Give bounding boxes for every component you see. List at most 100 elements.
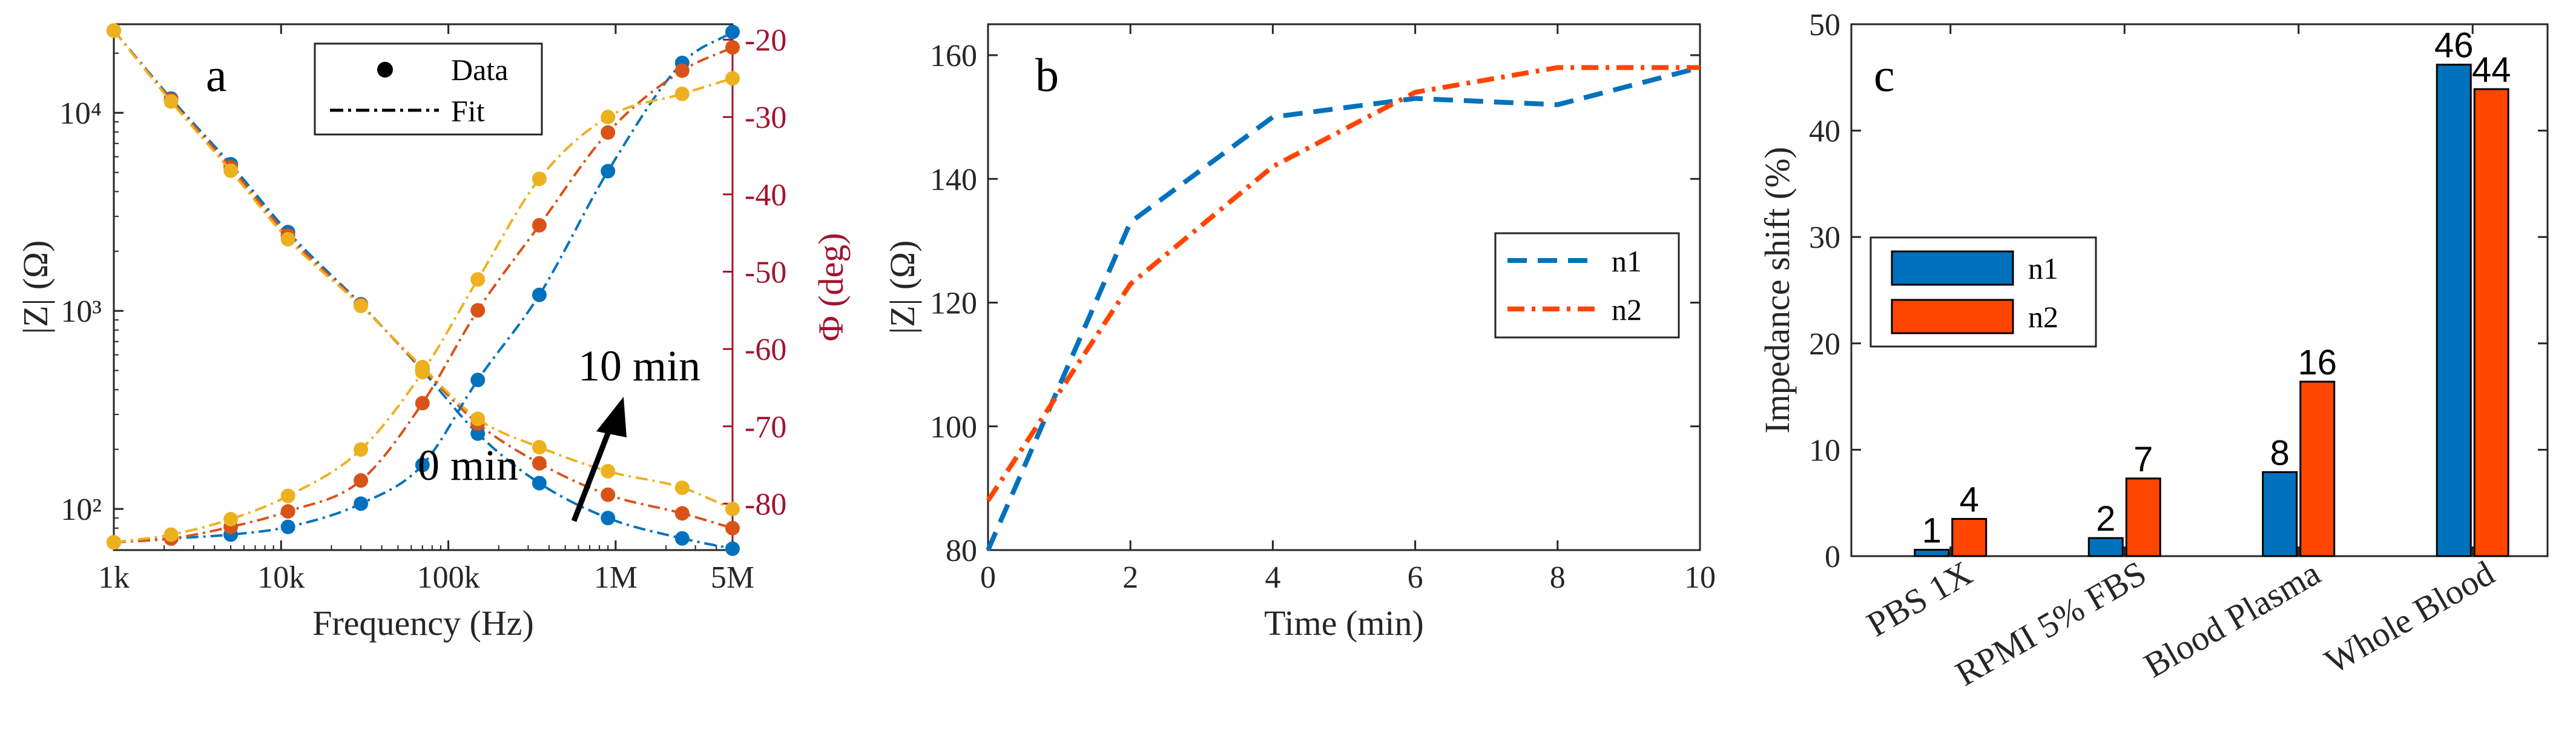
data-point — [532, 440, 547, 455]
data-point — [470, 303, 486, 318]
y-tick-label: 30 — [1809, 221, 1840, 255]
data-point — [601, 164, 616, 179]
bar-n1 — [2436, 64, 2472, 557]
data-point — [532, 287, 547, 302]
data-point — [725, 541, 740, 556]
bar-n2 — [2125, 477, 2161, 557]
fit-line — [113, 30, 733, 510]
data-point — [532, 217, 547, 233]
data-point — [725, 24, 740, 39]
y-tick-label: 0 — [1825, 540, 1840, 574]
data-point — [107, 535, 121, 550]
x-tick-label: 100k — [417, 560, 480, 595]
data-point — [354, 442, 369, 457]
series-line-n1 — [986, 65, 1701, 551]
data-point — [163, 94, 179, 109]
y2-axis-label: Φ (deg) — [811, 233, 851, 341]
data-point — [280, 504, 295, 519]
data-point — [674, 86, 690, 101]
y-tick-label: 10 — [1809, 433, 1840, 468]
x-axis-label: Time (min) — [1264, 603, 1424, 643]
data-point — [470, 426, 486, 441]
bar-value-label: 16 — [2298, 343, 2337, 382]
panel-b: 0 2 4 6 8 10 80 100 120 140 160 Time (min) |Z| (Ω) b n… — [883, 23, 1716, 643]
x-tick-label: 0 — [980, 560, 996, 595]
y-tick-label: 50 — [1809, 8, 1840, 42]
y2-tick-label: -80 — [745, 487, 786, 522]
annotation-10min: 10 min — [578, 342, 700, 390]
data-point — [354, 496, 369, 511]
data-point — [725, 502, 740, 517]
category-label: Whole Blood — [2318, 553, 2501, 682]
data-point — [415, 457, 430, 473]
data-point — [532, 476, 547, 491]
data-point — [601, 463, 616, 479]
bar-value-label: 2 — [2096, 499, 2115, 539]
category-label: RPMI 5% FBS — [1949, 553, 2153, 694]
panel-letter-c: c — [1874, 48, 1895, 101]
bar-value-label: 8 — [2270, 433, 2290, 473]
panel-letter-b: b — [1035, 48, 1059, 101]
y2-tick-label: -40 — [745, 178, 786, 213]
legend: Data Fit — [314, 42, 543, 136]
data-point — [674, 506, 690, 521]
y-tick-label: 140 — [930, 162, 977, 197]
data-point — [280, 231, 295, 247]
data-point — [280, 519, 295, 534]
legend-box — [1494, 232, 1680, 339]
y-tick-label: 10² — [61, 493, 102, 527]
data-point — [725, 71, 740, 86]
bar-n1 — [2262, 471, 2298, 557]
category-label: PBS 1X — [1860, 553, 1978, 645]
y-tick-label: 20 — [1809, 327, 1840, 362]
bar-value-label: 1 — [1922, 511, 1942, 550]
data-point — [532, 456, 547, 471]
panel-letter-a: a — [206, 48, 227, 101]
legend-marker-data — [377, 62, 393, 78]
data-point — [354, 473, 369, 488]
x-tick-label: 5M — [711, 560, 754, 595]
x-tick-label: 6 — [1408, 560, 1423, 595]
legend-label-data: Data — [451, 53, 508, 87]
plot-frame — [1850, 23, 2549, 557]
data-point — [601, 125, 616, 140]
y2-tick-label: -30 — [745, 101, 786, 135]
y-tick-label: 10⁴ — [59, 96, 102, 131]
data-point — [725, 40, 740, 55]
y-tick-label: 160 — [930, 39, 977, 73]
x-tick-label: 8 — [1550, 560, 1566, 595]
series-line-n2 — [986, 65, 1700, 502]
bar-n1 — [2087, 537, 2124, 557]
arrow-shaft — [571, 423, 614, 522]
data-point — [354, 298, 369, 313]
data-point — [470, 272, 486, 287]
data-point — [223, 511, 239, 526]
x-tick-label: 10 — [1684, 560, 1716, 595]
y-tick-label: 100 — [930, 410, 977, 445]
y-axis-label: Impedance shift (%) — [1757, 147, 1797, 433]
x-tick-label: 2 — [1122, 560, 1138, 595]
bar-n2 — [1951, 518, 1988, 557]
legend-label-n1: n1 — [1612, 244, 1642, 278]
fit-line — [113, 30, 733, 529]
panel-c: 0 10 20 30 40 50 Impedance shift (%) 14 PBS 1X 27… — [1757, 8, 2549, 694]
category-label: Blood Plasma — [2137, 553, 2327, 685]
legend-label-n2: n2 — [1612, 293, 1642, 327]
x-tick-label: 1M — [594, 560, 637, 595]
data-point — [601, 110, 616, 125]
data-point — [163, 527, 179, 542]
x-tick-label: 10k — [257, 560, 305, 595]
data-point — [470, 373, 486, 388]
legend-label-fit: Fit — [451, 94, 485, 128]
data-point — [601, 487, 616, 502]
bar-n2 — [2299, 380, 2336, 557]
data-point — [107, 23, 121, 38]
bar-n1 — [1914, 548, 1950, 557]
y-tick-label: 120 — [930, 287, 977, 321]
bar-value-label: 44 — [2472, 50, 2511, 90]
y-tick-label: 80 — [946, 534, 977, 568]
bar-value-label: 7 — [2133, 440, 2153, 479]
